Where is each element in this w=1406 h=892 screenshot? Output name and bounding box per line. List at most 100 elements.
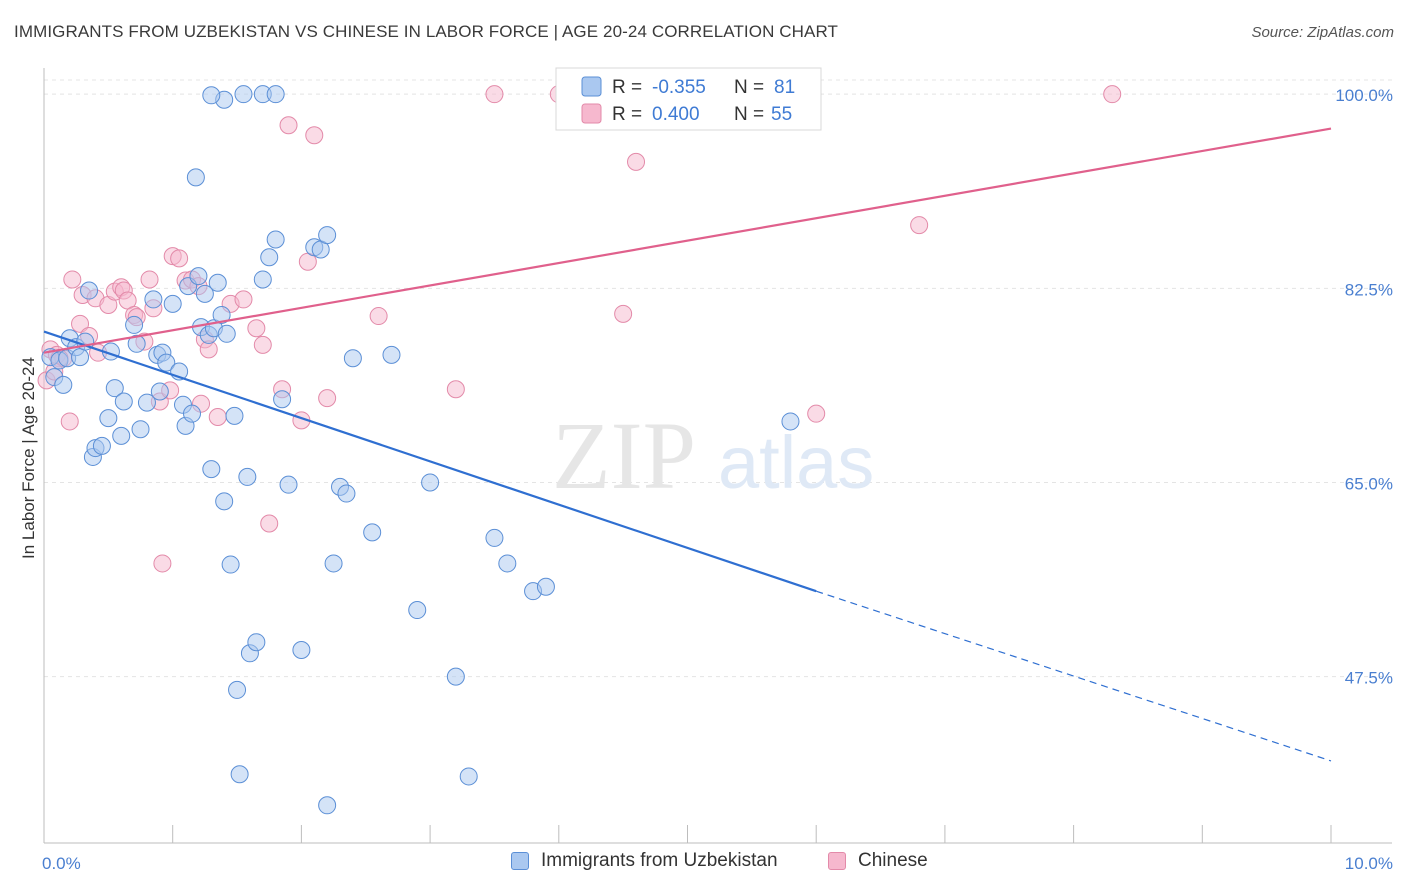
series-uzbekistan-points xyxy=(41,85,800,815)
legend-r-value-0: -0.355 xyxy=(652,77,706,98)
chinese-point-42 xyxy=(305,126,324,145)
chinese-point-5 xyxy=(63,270,82,289)
y-tick-label-1: 82.5% xyxy=(1345,280,1393,299)
trend-lines xyxy=(43,127,1332,762)
uzbekistan-point-16 xyxy=(112,426,131,445)
tick-labels: 100.0% 82.5% 65.0% 47.5% 0.0% 10.0% xyxy=(42,86,1393,873)
uzbekistan-point-20 xyxy=(131,420,150,439)
chinese-point-48 xyxy=(614,304,633,323)
legend-swatch-uzbekistan xyxy=(581,76,602,97)
chinese-point-44 xyxy=(369,307,388,326)
bottom-legend-swatch-uzbekistan xyxy=(511,852,529,870)
uzbekistan-point-53 xyxy=(266,230,285,249)
chinese-point-22 xyxy=(153,554,172,573)
trend-line-uzbekistan-extension xyxy=(816,590,1332,762)
chinese-point-37 xyxy=(260,514,279,533)
uzbekistan-point-74 xyxy=(781,412,800,431)
uzbekistan-point-9 xyxy=(80,281,99,300)
uzbekistan-point-60 xyxy=(324,554,343,573)
uzbekistan-point-54 xyxy=(273,390,292,409)
uzbekistan-point-80 xyxy=(202,86,221,105)
chart-title: IMMIGRANTS FROM UZBEKISTAN VS CHINESE IN… xyxy=(14,22,839,41)
uzbekistan-point-50 xyxy=(247,633,266,652)
chinese-point-49 xyxy=(627,152,646,171)
chinese-point-4 xyxy=(60,412,79,431)
chinese-point-43 xyxy=(318,389,337,408)
bottom-legend-item-uzbekistan: Immigrants from Uzbekistan xyxy=(511,850,778,872)
legend-n-value-1: 55 xyxy=(771,104,792,125)
uzbekistan-point-46 xyxy=(228,680,247,699)
chinese-point-6 xyxy=(71,314,90,333)
watermark-zip: ZIP xyxy=(552,402,696,509)
uzbekistan-point-15 xyxy=(105,379,124,398)
legend-n-label-0: N = xyxy=(734,77,764,98)
legend-r-label-1: R = xyxy=(612,104,642,125)
bottom-legend-label-uzbekistan: Immigrants from Uzbekistan xyxy=(541,850,778,871)
y-tick-label-0: 100.0% xyxy=(1335,86,1393,105)
uzbekistan-point-68 xyxy=(446,667,465,686)
legend-n-label-1: N = xyxy=(734,104,764,125)
uzbekistan-point-47 xyxy=(230,765,249,784)
uzbekistan-point-48 xyxy=(238,467,257,486)
grid-lines xyxy=(44,79,1392,678)
uzbekistan-point-41 xyxy=(212,305,231,324)
uzbekistan-point-75 xyxy=(318,796,337,815)
stats-legend: R = -0.355 N = 81 R = 0.400 N = 55 xyxy=(555,67,822,131)
uzbekistan-point-65 xyxy=(382,345,401,364)
uzbekistan-point-12 xyxy=(92,436,111,455)
axes xyxy=(43,68,1392,844)
uzbekistan-point-17 xyxy=(114,392,133,411)
uzbekistan-point-70 xyxy=(485,528,504,547)
uzbekistan-point-22 xyxy=(144,290,163,309)
uzbekistan-point-18 xyxy=(125,315,144,334)
x-tick-label-0: 0.0% xyxy=(42,854,81,873)
uzbekistan-point-7 xyxy=(71,348,90,367)
uzbekistan-point-33 xyxy=(186,168,205,187)
chinese-point-50 xyxy=(807,404,826,423)
uzbekistan-point-19 xyxy=(127,334,146,353)
chinese-point-19 xyxy=(140,270,159,289)
uzbekistan-point-71 xyxy=(498,554,517,573)
source-credit: Source: ZipAtlas.com xyxy=(1251,24,1394,41)
legend-r-value-1: 0.400 xyxy=(652,104,700,125)
chinese-point-36 xyxy=(253,335,272,354)
chinese-point-25 xyxy=(170,249,189,268)
trend-line-chinese xyxy=(43,127,1332,354)
uzbekistan-point-56 xyxy=(292,640,311,659)
y-tick-label-3: 47.5% xyxy=(1345,669,1393,688)
legend-swatch-chinese xyxy=(581,103,602,124)
uzbekistan-point-79 xyxy=(266,85,285,104)
y-axis-label: In Labor Force | Age 20-24 xyxy=(19,357,38,559)
uzbekistan-point-64 xyxy=(363,523,382,542)
uzbekistan-point-62 xyxy=(337,484,356,503)
bottom-legend-item-chinese: Chinese xyxy=(828,850,928,872)
uzbekistan-point-52 xyxy=(260,248,279,267)
uzbekistan-point-69 xyxy=(459,767,478,786)
chinese-point-34 xyxy=(234,290,253,309)
uzbekistan-point-44 xyxy=(221,555,240,574)
chinese-point-51 xyxy=(910,216,929,235)
uzbekistan-point-21 xyxy=(137,393,156,412)
uzbekistan-point-59 xyxy=(318,226,337,245)
uzbekistan-point-63 xyxy=(343,349,362,368)
uzbekistan-point-51 xyxy=(253,270,272,289)
watermark-atlas: atlas xyxy=(718,421,874,504)
bottom-legend-label-chinese: Chinese xyxy=(858,850,928,871)
y-tick-label-2: 65.0% xyxy=(1345,474,1393,493)
uzbekistan-point-73 xyxy=(536,577,555,596)
bottom-legend: Immigrants from Uzbekistan Chinese xyxy=(0,850,1406,880)
uzbekistan-point-66 xyxy=(408,601,427,620)
chinese-point-35 xyxy=(247,319,266,338)
uzbekistan-point-42 xyxy=(215,492,234,511)
uzbekistan-point-13 xyxy=(99,409,118,428)
uzbekistan-point-40 xyxy=(208,273,227,292)
bottom-legend-swatch-chinese xyxy=(828,852,846,870)
legend-r-label-0: R = xyxy=(612,77,642,98)
uzbekistan-point-3 xyxy=(54,375,73,394)
uzbekistan-point-38 xyxy=(202,460,221,479)
uzbekistan-point-43 xyxy=(217,324,236,343)
uzbekistan-point-26 xyxy=(157,353,176,372)
uzbekistan-point-55 xyxy=(279,475,298,494)
uzbekistan-point-36 xyxy=(195,284,214,303)
